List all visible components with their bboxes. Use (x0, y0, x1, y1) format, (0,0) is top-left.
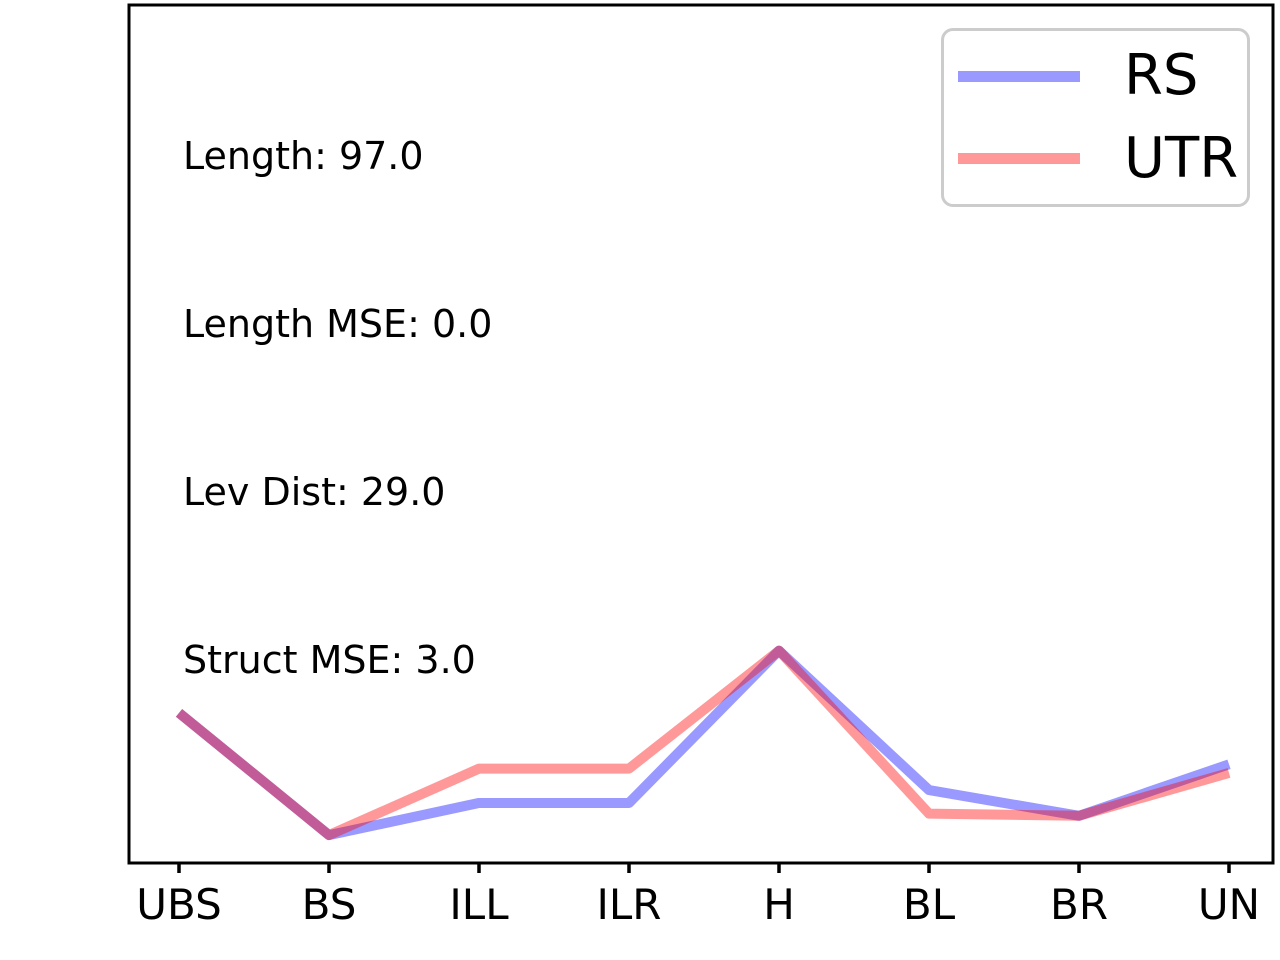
xtick-label-ilr: ILR (596, 880, 662, 929)
utr-series-line (175, 645, 1231, 841)
xtick-label-h: H (763, 880, 795, 929)
annotation-block: Length: 97.0 Length MSE: 0.0 Lev Dist: 2… (183, 16, 492, 800)
x-axis-tick-labels: UBS BS ILL ILR H BL BR UN (104, 880, 1280, 929)
xtick-label-ubs: UBS (136, 880, 222, 929)
utr-line-swatch (958, 153, 1080, 165)
plot-border (127, 3, 1275, 865)
legend-label-utr: UTR (1124, 125, 1239, 191)
annotation-struct-mse: Struct MSE: 3.0 (183, 638, 476, 682)
xtick-label-ill: ILL (449, 880, 509, 929)
xtick-label-br: BR (1050, 880, 1108, 929)
xtick-label-bs: BS (301, 880, 357, 929)
annotation-length-mse: Length MSE: 0.0 (183, 302, 493, 346)
annotation-length: Length: 97.0 (183, 134, 424, 178)
xtick-label-un: UN (1197, 880, 1261, 929)
xtick-label-bl: BL (902, 880, 956, 929)
annotation-lev-dist: Lev Dist: 29.0 (183, 470, 446, 514)
x-axis-ticks (177, 863, 1231, 873)
rs-line-swatch (958, 70, 1080, 82)
rs-series-line (175, 645, 1231, 841)
legend-item-rs: RS (958, 48, 1233, 104)
series-lines (175, 645, 1231, 841)
legend-label-rs: RS (1124, 43, 1199, 109)
legend-item-utr: UTR (958, 130, 1238, 187)
legend: RS UTR (941, 28, 1250, 207)
